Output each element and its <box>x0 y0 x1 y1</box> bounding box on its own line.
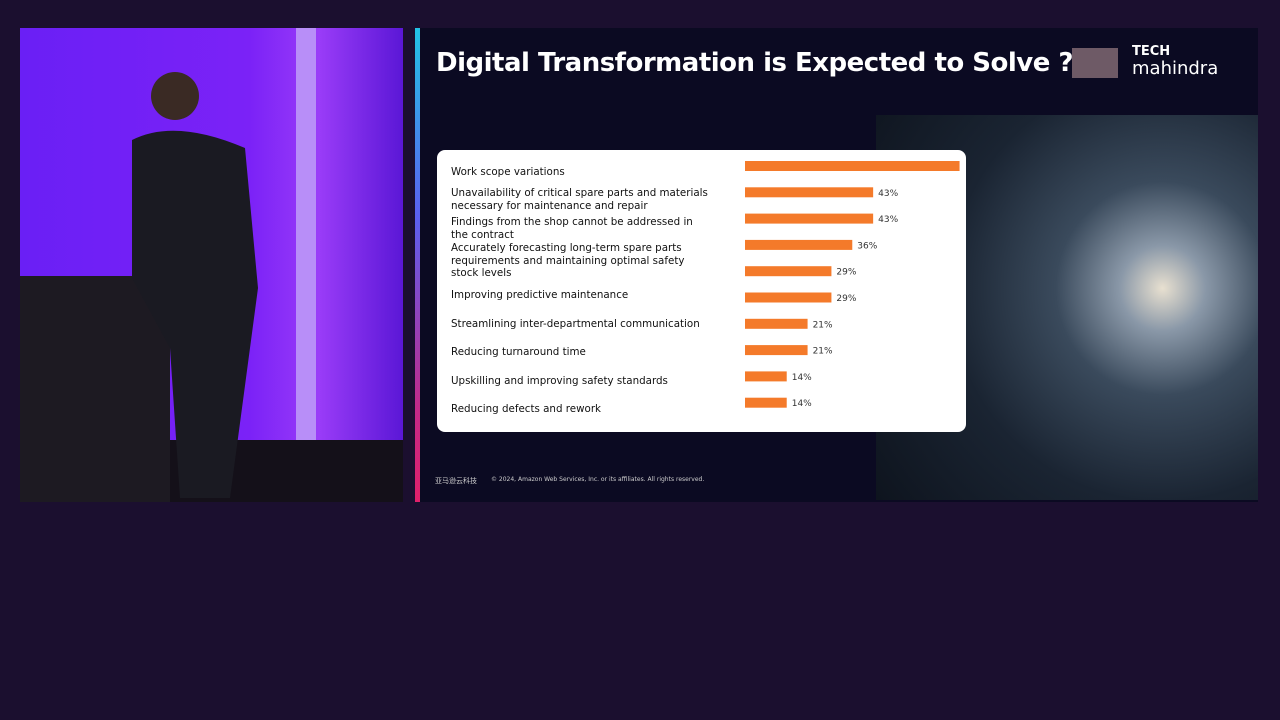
value-label: 36% <box>857 241 877 251</box>
chart-card: 43% 43% 36% 29% 29% 21% 21% 14% 14% Work scope v… <box>437 150 966 432</box>
speaker-body <box>132 130 258 498</box>
bar <box>745 187 874 198</box>
accent-strip <box>415 28 420 502</box>
category-label: Findings from the shop cannot be address… <box>451 216 693 241</box>
category-label: Streamlining inter-departmental communic… <box>451 318 700 330</box>
category-label: Improving predictive maintenance <box>451 289 629 301</box>
category-label: Reducing defects and rework <box>451 403 602 415</box>
bar <box>745 239 853 250</box>
logo-mark <box>1072 48 1118 78</box>
logo-text: mahindra <box>1132 58 1219 79</box>
logo-text: TECH <box>1132 44 1171 59</box>
bar <box>745 371 787 382</box>
speaker-scene <box>20 28 403 502</box>
bar <box>745 161 960 171</box>
category-label: Upskilling and improving safety standard… <box>451 375 668 387</box>
value-label: 43% <box>878 215 898 225</box>
value-label: 14% <box>792 373 812 383</box>
bar <box>745 397 787 408</box>
bar-chart: 43% 43% 36% 29% 29% 21% 21% 14% 14% <box>745 161 960 409</box>
bar <box>745 266 832 277</box>
value-label: 21% <box>813 320 833 330</box>
value-label: 14% <box>792 399 812 409</box>
category-label: Work scope variations <box>451 166 565 178</box>
speaker-head <box>151 72 199 120</box>
value-label: 29% <box>836 294 856 304</box>
bar <box>745 292 832 303</box>
podium <box>20 276 170 502</box>
bar <box>745 345 808 356</box>
category-label: Accurately forecasting long-term spare p… <box>451 242 685 279</box>
bar <box>745 213 874 224</box>
speaker-video <box>20 28 403 502</box>
category-label: Reducing turnaround time <box>451 346 586 358</box>
value-label: 29% <box>836 268 856 278</box>
bar <box>745 318 808 329</box>
light-column <box>296 28 316 440</box>
slide: Digital Transformation is Expected to So… <box>415 28 1258 502</box>
value-label: 21% <box>813 347 833 357</box>
footer-brand: 亚马逊云科技 <box>435 477 477 485</box>
footer-text: © 2024, Amazon Web Services, Inc. or its… <box>491 476 705 483</box>
category-label: Unavailability of critical spare parts a… <box>451 187 708 212</box>
slide-title: Digital Transformation is Expected to So… <box>436 48 1074 78</box>
value-label: 43% <box>878 189 898 199</box>
